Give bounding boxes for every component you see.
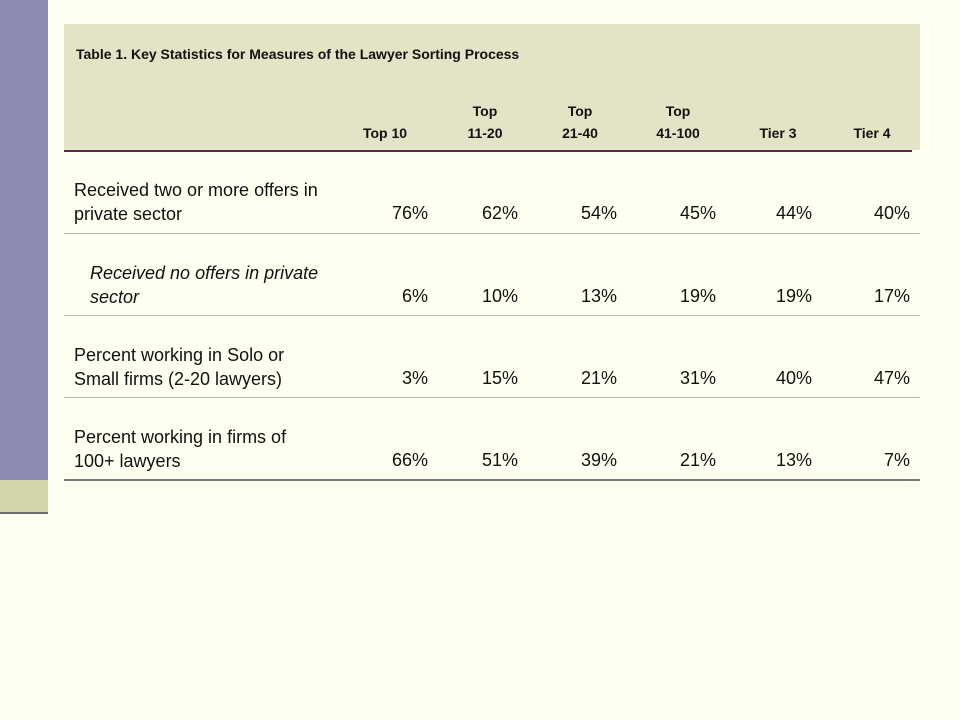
column-header-top-21-40: Top 21-40 xyxy=(535,100,625,144)
column-header-line1: Tier 3 xyxy=(759,125,797,141)
column-header-line2: 21-40 xyxy=(562,125,598,141)
table-cell: 6% xyxy=(401,286,428,306)
column-header-line1: Top xyxy=(472,103,498,119)
row-label-no-offers: Received no offers in private sector xyxy=(90,261,370,309)
table-cell: 76% xyxy=(391,203,428,223)
table-cell: 3% xyxy=(401,368,428,388)
table-cell: 40% xyxy=(873,203,910,223)
row-label-line1: Received two or more offers in xyxy=(74,180,318,200)
table-cell: 15% xyxy=(481,368,518,388)
table-title: Table 1. Key Statistics for Measures of … xyxy=(76,46,520,62)
table-cell: 62% xyxy=(481,203,518,223)
row-label-line1: Percent working in firms of xyxy=(74,427,287,447)
table-cell: 31% xyxy=(679,368,716,388)
sidebar-stripe xyxy=(0,0,48,480)
sidebar-block xyxy=(0,480,48,512)
row-divider xyxy=(64,397,920,398)
row-label-line2: Small firms (2-20 lawyers) xyxy=(74,369,283,389)
table-bottom-rule xyxy=(64,479,920,481)
column-header-line2: 11-20 xyxy=(467,125,503,141)
column-header-top-11-20: Top 11-20 xyxy=(440,100,530,144)
row-divider xyxy=(64,233,920,234)
row-label-firms-100-plus: Percent working in firms of 100+ lawyers xyxy=(74,425,354,473)
table-cell: 47% xyxy=(873,368,910,388)
row-divider xyxy=(64,315,920,316)
table-cell: 19% xyxy=(679,286,716,306)
sidebar-decoration xyxy=(0,0,48,514)
row-label-line2: 100+ lawyers xyxy=(74,451,181,471)
column-header-line1: Top 10 xyxy=(362,125,408,141)
row-label-two-or-more-offers: Received two or more offers in private s… xyxy=(74,178,354,226)
column-header-tier-3: Tier 3 xyxy=(733,100,823,144)
column-header-top-41-100: Top 41-100 xyxy=(633,100,723,144)
table-cell: 66% xyxy=(391,450,428,470)
column-header-line1: Top xyxy=(665,103,691,119)
row-label-line1: Percent working in Solo or xyxy=(74,345,285,365)
table-cell: 13% xyxy=(580,286,617,306)
row-label-solo-small-firms: Percent working in Solo or Small firms (… xyxy=(74,343,354,391)
table-cell: 21% xyxy=(679,450,716,470)
table-cell: 51% xyxy=(481,450,518,470)
table-cell: 7% xyxy=(883,450,910,470)
column-header-line2: 41-100 xyxy=(656,125,700,141)
table-cell: 19% xyxy=(775,286,812,306)
sidebar-line xyxy=(0,512,48,514)
table-cell: 39% xyxy=(580,450,617,470)
table-header-band xyxy=(64,24,920,150)
row-label-line1: Received no offers in private xyxy=(90,263,319,283)
table-cell: 54% xyxy=(580,203,617,223)
table-cell: 17% xyxy=(873,286,910,306)
column-header-line1: Top xyxy=(567,103,593,119)
row-label-line2: private sector xyxy=(74,204,183,224)
column-header-tier-4: Tier 4 xyxy=(827,100,917,144)
table-cell: 45% xyxy=(679,203,716,223)
column-header-top-10: Top 10 xyxy=(340,100,430,144)
table-cell: 13% xyxy=(775,450,812,470)
header-rule xyxy=(64,150,912,152)
table-cell: 40% xyxy=(775,368,812,388)
table-cell: 44% xyxy=(775,203,812,223)
table-cell: 10% xyxy=(481,286,518,306)
row-label-line2: sector xyxy=(90,287,140,307)
column-header-line1: Tier 4 xyxy=(853,125,891,141)
table-cell: 21% xyxy=(580,368,617,388)
